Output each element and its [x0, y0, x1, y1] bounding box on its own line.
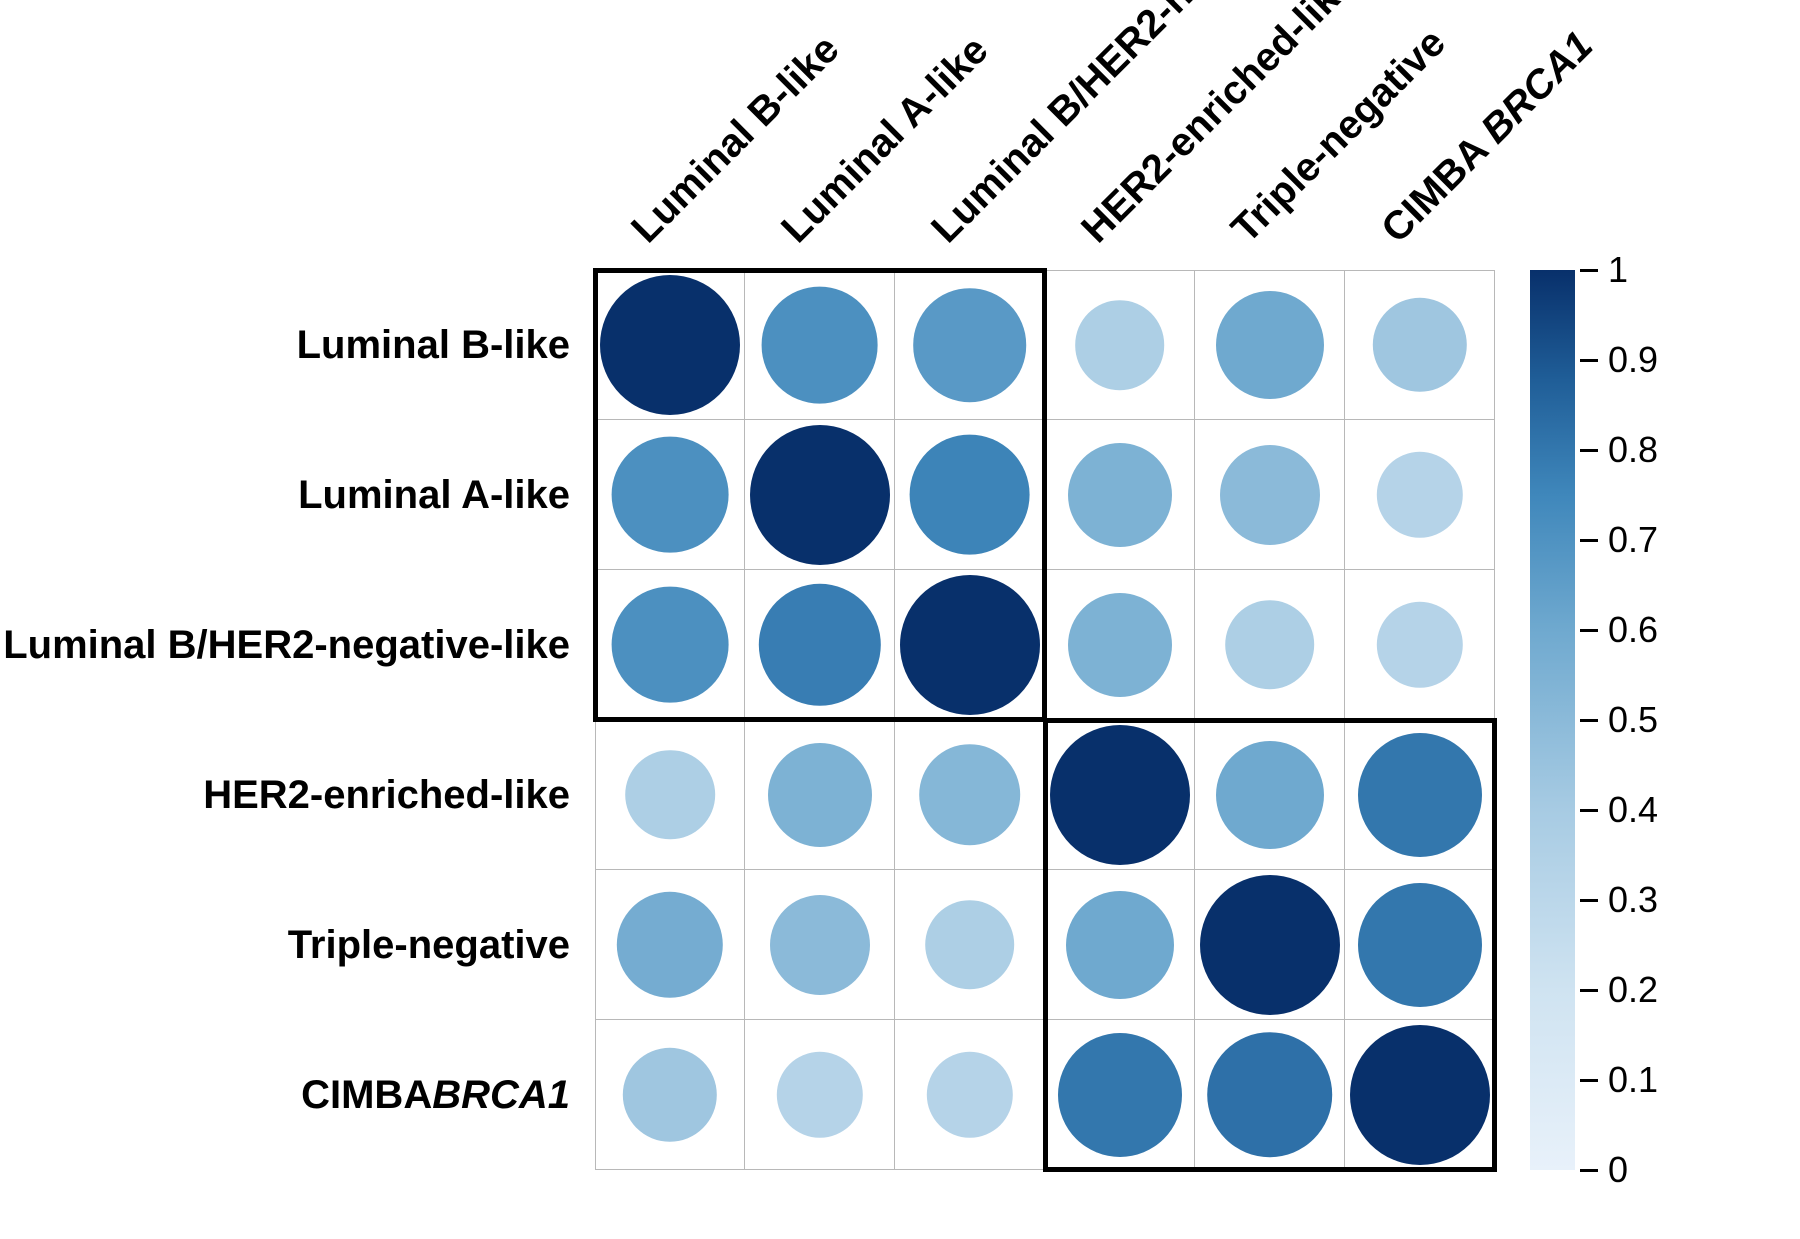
row-label: Luminal A-like	[0, 420, 590, 570]
correlation-dot	[758, 583, 880, 705]
matrix-cell	[895, 570, 1045, 720]
matrix-cell	[895, 420, 1045, 570]
correlation-dot	[612, 586, 729, 703]
correlation-dot	[1068, 593, 1172, 697]
matrix-cell	[1045, 270, 1195, 420]
matrix-cell	[1345, 270, 1495, 420]
matrix-cell	[1345, 720, 1495, 870]
correlation-dot	[1058, 1033, 1182, 1157]
colorbar-tick: 0.6	[1580, 609, 1658, 651]
correlation-dot	[913, 288, 1027, 402]
matrix-cell	[595, 1020, 745, 1170]
row-label: Luminal B-like	[0, 270, 590, 420]
correlation-dot	[1068, 443, 1172, 547]
correlation-dot	[612, 436, 729, 553]
row-label: CIMBA BRCA1	[0, 1020, 590, 1170]
matrix-cell	[1045, 420, 1195, 570]
colorbar-ticks: 00.10.20.30.40.50.60.70.80.91	[1580, 270, 1700, 1170]
matrix-cell	[745, 420, 895, 570]
matrix-cell	[745, 720, 895, 870]
correlation-dot	[623, 1047, 717, 1141]
matrix-cell	[595, 270, 745, 420]
matrix-cell	[1345, 1020, 1495, 1170]
correlation-dot	[1050, 725, 1190, 865]
matrix-cell	[1345, 420, 1495, 570]
matrix-cell	[895, 270, 1045, 420]
correlation-dot	[1358, 733, 1482, 857]
correlation-dot	[750, 425, 890, 565]
correlation-dot	[1216, 291, 1324, 399]
correlation-dot	[909, 434, 1030, 555]
colorbar-tick: 0.9	[1580, 339, 1658, 381]
correlation-dot	[1207, 1032, 1333, 1158]
correlation-matrix-chart: Luminal B-likeLuminal A-likeLuminal B/HE…	[0, 0, 1800, 1239]
colorbar-gradient	[1530, 270, 1575, 1170]
correlation-dot	[770, 895, 870, 995]
correlation-dot	[1075, 300, 1165, 390]
correlation-dot	[600, 275, 740, 415]
correlation-dot	[1358, 883, 1482, 1007]
correlation-dot	[1066, 891, 1174, 999]
colorbar-tick: 0.5	[1580, 699, 1658, 741]
correlation-dot	[761, 287, 878, 404]
row-labels: Luminal B-likeLuminal A-likeLuminal B/HE…	[0, 270, 590, 1170]
matrix-cell	[595, 420, 745, 570]
matrix-cell	[1195, 270, 1345, 420]
matrix-cell	[1345, 570, 1495, 720]
matrix-cell	[1045, 570, 1195, 720]
correlation-dot	[1350, 1025, 1490, 1165]
correlation-dot	[1372, 298, 1466, 392]
colorbar-area: 00.10.20.30.40.50.60.70.80.91	[1530, 270, 1700, 1170]
matrix-cell	[1345, 870, 1495, 1020]
matrix-cell	[595, 870, 745, 1020]
colorbar-tick: 0.2	[1580, 969, 1658, 1011]
correlation-dot	[926, 1051, 1012, 1137]
correlation-dot	[617, 891, 723, 997]
matrix-cell	[895, 1020, 1045, 1170]
correlation-dot	[925, 900, 1015, 990]
colorbar-tick: 0.1	[1580, 1059, 1658, 1101]
row-label: Luminal B/HER2-negative-like	[0, 570, 590, 720]
colorbar-tick: 0	[1580, 1149, 1628, 1191]
matrix-cell	[745, 570, 895, 720]
correlation-dot	[1225, 600, 1315, 690]
correlation-dot	[1376, 451, 1462, 537]
matrix-cell	[595, 570, 745, 720]
matrix-cell	[1045, 720, 1195, 870]
matrix-cell	[1045, 1020, 1195, 1170]
row-label: HER2-enriched-like	[0, 720, 590, 870]
colorbar-tick: 1	[1580, 249, 1628, 291]
correlation-dot	[919, 744, 1021, 846]
matrix-cell	[1195, 570, 1345, 720]
colorbar-tick: 0.7	[1580, 519, 1658, 561]
colorbar-tick: 0.8	[1580, 429, 1658, 471]
correlation-dot	[1216, 741, 1324, 849]
colorbar-tick: 0.3	[1580, 879, 1658, 921]
colorbar-tick: 0.4	[1580, 789, 1658, 831]
col-labels: Luminal B-likeLuminal A-likeLuminal B/HE…	[595, 0, 1495, 270]
correlation-dot	[768, 743, 872, 847]
correlation-dot	[1376, 601, 1462, 687]
correlation-dot	[1220, 445, 1320, 545]
matrix-cell	[595, 720, 745, 870]
matrix-cell	[1195, 720, 1345, 870]
matrix-cell	[1195, 870, 1345, 1020]
row-label: Triple-negative	[0, 870, 590, 1020]
correlation-dot	[1200, 875, 1340, 1015]
matrix-cell	[1195, 420, 1345, 570]
matrix-grid	[595, 270, 1495, 1170]
matrix-cell	[745, 1020, 895, 1170]
correlation-dot	[625, 750, 715, 840]
correlation-dot	[900, 575, 1040, 715]
matrix-cell	[895, 720, 1045, 870]
correlation-dot	[776, 1051, 862, 1137]
matrix-cell	[745, 870, 895, 1020]
matrix-cell	[1195, 1020, 1345, 1170]
matrix-cell	[745, 270, 895, 420]
matrix-cell	[1045, 870, 1195, 1020]
matrix-cell	[895, 870, 1045, 1020]
